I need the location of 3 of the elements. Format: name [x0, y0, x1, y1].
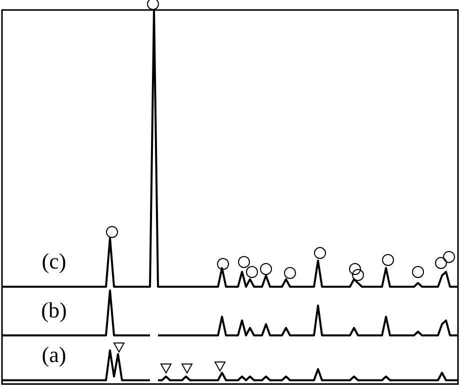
legend-label: (a): [42, 342, 66, 368]
series-label: (b): [41, 297, 67, 322]
series-label: (c): [42, 248, 66, 274]
